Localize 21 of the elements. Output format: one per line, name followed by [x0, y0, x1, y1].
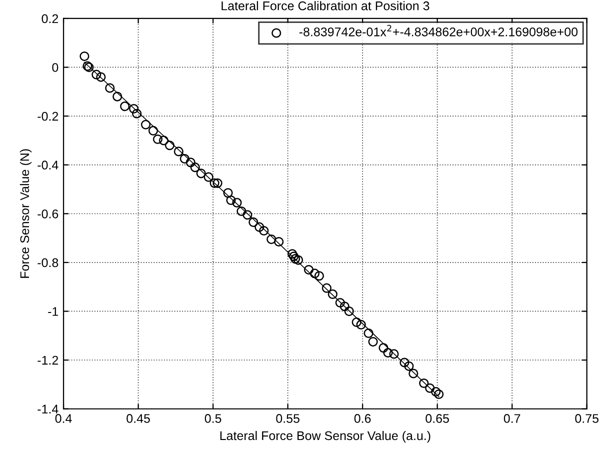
legend-label: -8.839742e-01x$^{2}$+-4.834862e+00x+2.169098e+00 — [299, 24, 578, 36]
y-tick-label: 0.2 — [42, 14, 58, 24]
x-axis-title: Lateral Force Bow Sensor Value (a.u.) — [220, 430, 430, 443]
x-tick-label: 0.4 — [55, 414, 72, 423]
y-tick-label: -1 — [48, 307, 58, 316]
y-tick-label: -0.2 — [38, 112, 58, 121]
x-tick-label: 0.55 — [276, 414, 300, 423]
y-tick-label: -0.4 — [38, 160, 58, 170]
x-tick-label: 0.6 — [354, 414, 371, 423]
chart-title: Lateral Force Calibration at Position 3 — [222, 1, 430, 10]
x-tick-label: 0.75 — [575, 414, 598, 423]
y-tick-label: -1.2 — [38, 356, 58, 365]
x-tick-label: 0.7 — [504, 414, 520, 423]
x-tick-label: 0.5 — [204, 414, 222, 423]
y-tick-label: 0 — [52, 63, 58, 72]
y-tick-label: -0.8 — [38, 258, 58, 268]
y-tick-label: -0.6 — [38, 209, 58, 218]
x-tick-label: 0.45 — [126, 414, 150, 423]
y-axis-title: Force Sensor Value (N) — [20, 149, 32, 278]
y-tick-label: -1.4 — [38, 404, 58, 414]
x-tick-label: 0.65 — [426, 414, 449, 423]
